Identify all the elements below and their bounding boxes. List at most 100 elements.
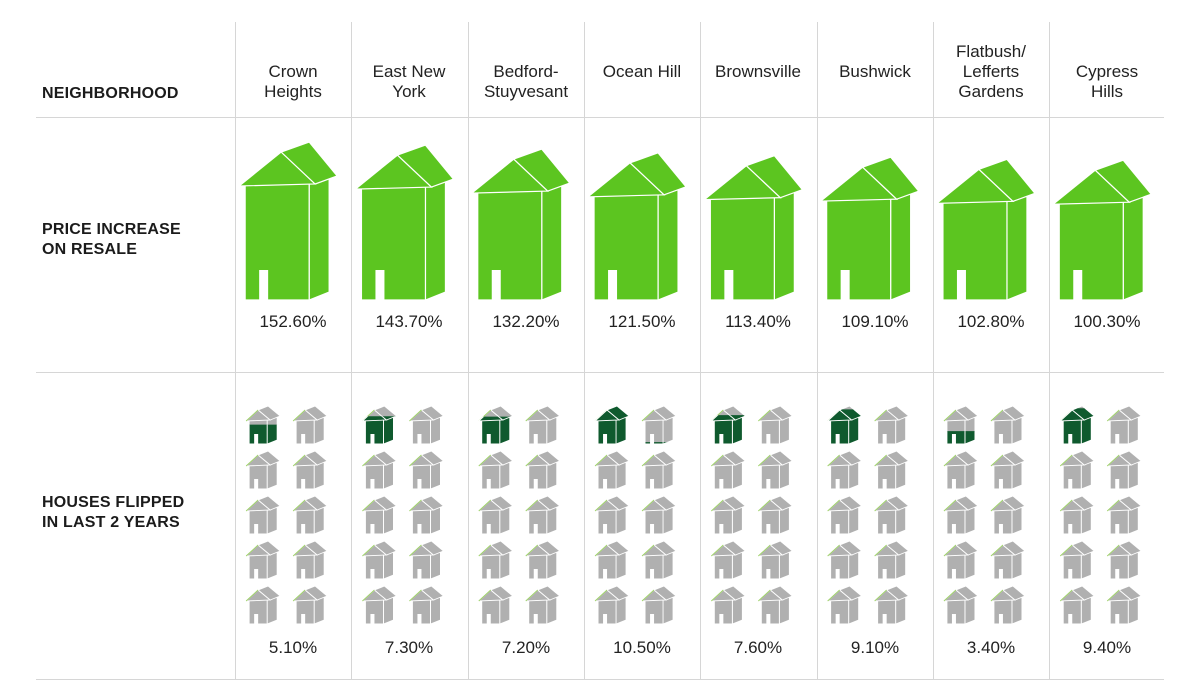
houses-flipped-value: 10.50% [613,638,671,657]
house-icon [640,585,677,625]
house-icon [710,585,747,625]
house-icon [757,540,794,580]
houses-flipped-value: 3.40% [966,638,1016,657]
house-icon [291,450,329,490]
header-divider [36,117,1164,118]
houses-flipped-value: 9.40% [1082,638,1132,657]
house-icon [408,585,445,625]
house-icon [710,405,747,445]
house-icon [593,540,630,580]
price-increase-value: 100.30% [1073,312,1141,331]
house-icon [477,495,514,535]
column-divider [351,22,352,680]
neighborhood-name: Cypress Hills [1075,62,1139,101]
price-increase-value: 113.40% [725,312,791,331]
flipped-icon-grid [244,405,329,625]
column-divider [235,22,236,680]
price-increase-value: 121.50% [608,312,676,331]
house-icon [989,540,1026,580]
flipped-icon-grid [710,405,794,625]
house-icon [244,405,282,445]
house-icon [942,405,979,445]
house-icon [524,495,561,535]
house-icon [244,585,282,625]
column-divider [817,22,818,680]
house-icon [361,495,398,535]
price-row-divider [36,372,1164,373]
neighborhood-name: East New York [372,62,446,101]
neighborhood-name: Ocean Hill [602,62,682,81]
houses-flipped-row-label: HOUSES FLIPPED IN LAST 2 YEARS [42,494,185,531]
house-icon [593,495,630,535]
house-icon [291,405,329,445]
house-icon [942,540,979,580]
house-icon [989,450,1026,490]
neighborhood-name: Flatbush/ Lefferts Gardens [956,42,1026,101]
house-icon [361,405,398,445]
price-increase-value: 132.20% [492,312,560,331]
house-icon [989,495,1026,535]
house-icon [408,450,445,490]
house-icon [1106,405,1143,445]
neighborhood-name: Bedford- Stuyvesant [483,62,569,101]
house-icon [873,450,910,490]
price-house-mark [818,156,920,301]
price-increase-value: 152.60% [259,312,327,331]
price-house-mark [469,148,571,301]
house-icon [593,450,630,490]
neighborhood-name: Bushwick [839,62,911,81]
house-icon [989,585,1026,625]
house-icon [291,495,329,535]
house-icon [640,540,677,580]
flipped-icon-grid [1059,405,1143,625]
house-icon [408,495,445,535]
house-icon [1059,495,1096,535]
price-increase-value: 143.70% [375,312,443,331]
house-icon [757,585,794,625]
house-icon [1059,450,1096,490]
house-icon [873,405,910,445]
houses-flipped-value: 9.10% [850,638,900,657]
house-icon [1106,585,1143,625]
house-icon [524,585,561,625]
house-icon [942,585,979,625]
flipped-icon-grid [593,405,677,625]
house-icon [1059,405,1096,445]
house-icon [640,450,677,490]
houses-flipped-value: 7.60% [733,638,783,657]
flipped-icon-grid [477,405,561,625]
house-icon [408,540,445,580]
bottom-divider [36,679,1164,680]
price-increase-row-label: PRICE INCREASE ON RESALE [42,221,181,258]
houses-flipped-value: 7.20% [501,638,551,657]
house-icon [710,450,747,490]
price-increase-value: 102.80% [957,312,1025,331]
house-icon [873,540,910,580]
house-icon [291,540,329,580]
house-icon [640,405,677,445]
house-icon [942,495,979,535]
house-icon [477,450,514,490]
house-icon [873,495,910,535]
column-divider [700,22,701,680]
house-icon [593,405,630,445]
house-icon [942,450,979,490]
house-icon [361,450,398,490]
house-icon [477,540,514,580]
price-house-mark [1051,159,1153,301]
house-icon [757,495,794,535]
price-house-mark [237,141,339,301]
price-house-mark [935,158,1036,301]
house-icon [826,450,863,490]
house-icon [826,540,863,580]
neighborhood-name: Brownsville [715,62,801,81]
house-icon [757,450,794,490]
flipped-icon-grid [361,405,445,625]
house-icon [593,585,630,625]
column-divider [933,22,934,680]
house-icon [710,540,747,580]
column-divider [468,22,469,680]
neighborhood-header: NEIGHBORHOOD [42,85,179,102]
house-icon [640,495,677,535]
